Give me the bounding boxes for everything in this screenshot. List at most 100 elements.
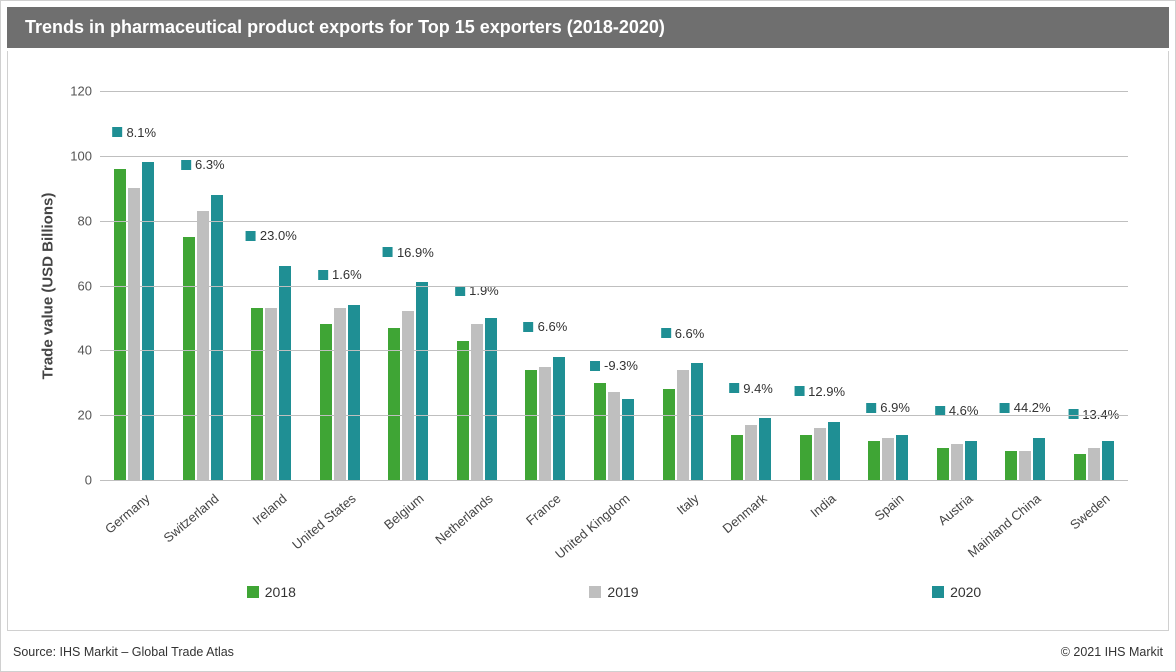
- data-label-marker-icon: [455, 286, 465, 296]
- x-tick-label: Ireland: [245, 485, 290, 528]
- bar: [197, 211, 209, 480]
- bar: [814, 428, 826, 480]
- bar: [265, 308, 277, 480]
- x-tick-label: Denmark: [714, 485, 769, 537]
- data-label: 1.6%: [318, 267, 362, 282]
- data-label-text: 8.1%: [126, 125, 156, 140]
- bar: [416, 282, 428, 480]
- x-tick-label: Mainland China: [960, 485, 1044, 561]
- gridline: [100, 415, 1128, 416]
- bar: [471, 324, 483, 480]
- bar: [211, 195, 223, 480]
- x-tick-label: Italy: [668, 485, 701, 518]
- bar: [1005, 451, 1017, 480]
- bar: [348, 305, 360, 480]
- data-label-text: 4.6%: [949, 403, 979, 418]
- bar: [608, 392, 620, 480]
- bar: [1102, 441, 1114, 480]
- y-tick-label: 100: [70, 148, 100, 163]
- bar: [457, 341, 469, 480]
- legend-swatch-icon: [932, 586, 944, 598]
- data-label: 6.3%: [181, 157, 225, 172]
- gridline: [100, 350, 1128, 351]
- bar: [691, 363, 703, 480]
- x-tick-label: Belgium: [376, 485, 427, 533]
- y-tick-label: 120: [70, 84, 100, 99]
- bar: [759, 418, 771, 480]
- data-label-marker-icon: [794, 386, 804, 396]
- x-tick-label: United States: [284, 485, 359, 553]
- data-label-text: 16.9%: [397, 245, 434, 260]
- legend: 2018 2019 2020: [100, 584, 1128, 600]
- data-label-text: 44.2%: [1014, 400, 1051, 415]
- bar: [251, 308, 263, 480]
- legend-label: 2020: [950, 584, 981, 600]
- x-tick-label: France: [518, 485, 564, 529]
- data-label: 6.6%: [524, 319, 568, 334]
- y-tick-label: 20: [78, 408, 100, 423]
- bar: [937, 448, 949, 480]
- data-label: -9.3%: [590, 358, 638, 373]
- x-tick-label: Germany: [97, 485, 153, 537]
- legend-item: 2019: [589, 584, 638, 600]
- data-label-text: 6.3%: [195, 157, 225, 172]
- bar: [800, 435, 812, 480]
- data-label-marker-icon: [246, 231, 256, 241]
- data-label: 6.9%: [866, 400, 910, 415]
- data-label-text: -9.3%: [604, 358, 638, 373]
- data-label-marker-icon: [729, 383, 739, 393]
- x-tick-label: India: [802, 485, 838, 521]
- data-label-text: 6.9%: [880, 400, 910, 415]
- x-tick-label: Spain: [866, 485, 906, 524]
- data-label: 13.4%: [1068, 407, 1119, 422]
- y-tick-label: 80: [78, 213, 100, 228]
- data-label-marker-icon: [318, 270, 328, 280]
- bar: [402, 311, 414, 480]
- bar: [128, 188, 140, 480]
- y-tick-label: 40: [78, 343, 100, 358]
- data-label-marker-icon: [524, 322, 534, 332]
- data-label: 9.4%: [729, 381, 773, 396]
- copyright-text: © 2021 IHS Markit: [1061, 645, 1163, 659]
- x-tick-label: Netherlands: [427, 485, 495, 548]
- y-tick-label: 60: [78, 278, 100, 293]
- bar: [183, 237, 195, 480]
- legend-item: 2018: [247, 584, 296, 600]
- gridline: [100, 286, 1128, 287]
- bar: [279, 266, 291, 480]
- data-label: 6.6%: [661, 326, 705, 341]
- bar: [896, 435, 908, 480]
- bar: [677, 370, 689, 480]
- source-text: Source: IHS Markit – Global Trade Atlas: [13, 645, 234, 659]
- legend-item: 2020: [932, 584, 981, 600]
- gridline: [100, 91, 1128, 92]
- data-label-marker-icon: [590, 361, 600, 371]
- bar: [663, 389, 675, 480]
- bar: [114, 169, 126, 480]
- gridline: [100, 156, 1128, 157]
- data-label-marker-icon: [1000, 403, 1010, 413]
- bar: [553, 357, 565, 480]
- bar: [868, 441, 880, 480]
- bar: [1019, 451, 1031, 480]
- bar: [731, 435, 743, 480]
- data-label-text: 9.4%: [743, 381, 773, 396]
- data-label-text: 13.4%: [1082, 407, 1119, 422]
- bar: [745, 425, 757, 480]
- data-label-text: 6.6%: [538, 319, 568, 334]
- x-tick-label: Austria: [929, 485, 975, 529]
- bar: [828, 422, 840, 480]
- data-label-marker-icon: [1068, 409, 1078, 419]
- data-label: 12.9%: [794, 384, 845, 399]
- chart-container: Trade value (USD Billions) Germany8.1%Sw…: [7, 51, 1169, 631]
- y-tick-label: 0: [85, 473, 100, 488]
- bar: [594, 383, 606, 480]
- data-label-text: 6.6%: [675, 326, 705, 341]
- bar: [525, 370, 537, 480]
- data-label-marker-icon: [112, 127, 122, 137]
- legend-swatch-icon: [247, 586, 259, 598]
- bar: [142, 162, 154, 480]
- chart-area: Trade value (USD Billions) Germany8.1%Sw…: [28, 71, 1148, 630]
- x-tick-label: United Kingdom: [547, 485, 633, 562]
- bar: [320, 324, 332, 480]
